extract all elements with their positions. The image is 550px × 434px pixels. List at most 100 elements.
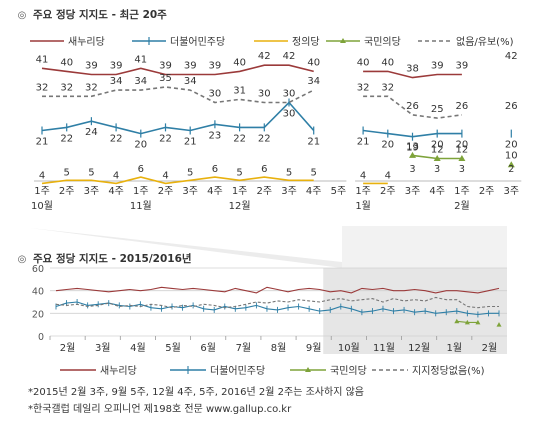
top-chart-title: 주요 정당 지지도 - 최근 20주	[33, 8, 167, 21]
data-label: 32	[36, 82, 49, 93]
x-month-label: 1월	[355, 200, 371, 212]
data-label: 22	[110, 133, 123, 144]
x-tick-label: 1주	[133, 186, 149, 197]
series-line	[363, 95, 463, 119]
legend-label: 국민의당	[364, 36, 401, 48]
x-tick-label: 4주	[429, 186, 445, 197]
series-line	[363, 70, 462, 79]
data-point-triangle	[464, 319, 470, 325]
x-month-label: 12월	[408, 342, 430, 354]
series-line	[41, 64, 314, 76]
data-label: 5	[286, 167, 292, 178]
data-label: 30	[283, 109, 296, 120]
zoom-connector	[30, 228, 342, 268]
x-month-label: 11월	[373, 342, 395, 354]
data-label: 22	[159, 133, 172, 144]
data-point-triangle	[496, 322, 502, 327]
legend-label: 새누리당	[100, 365, 137, 377]
x-tick-label: 3주	[405, 186, 421, 197]
data-point-triangle	[409, 151, 416, 158]
data-label: 34	[134, 76, 147, 87]
data-label: 20	[456, 140, 469, 151]
x-tick-label: 2주	[158, 186, 174, 197]
legend-label: 더불어민주당	[210, 365, 265, 377]
data-point-triangle	[454, 318, 460, 324]
legend-label: 더불어민주당	[170, 36, 225, 48]
extra-data-label: 2	[508, 164, 514, 175]
y-tick-label: 60	[32, 264, 44, 275]
data-label: 39	[431, 61, 444, 72]
data-label: 6	[261, 164, 267, 175]
data-label: 40	[233, 57, 246, 68]
data-label: 32	[60, 82, 73, 93]
x-month-label: 8월	[271, 342, 287, 354]
data-label: 41	[134, 54, 147, 65]
data-label: 32	[381, 82, 394, 93]
footnotes: *2015년 2월 3주, 9월 5주, 12월 4주, 5주, 2016년 2…	[28, 385, 364, 415]
extra-data-label: 3	[409, 164, 415, 175]
x-tick-label: 5주	[331, 186, 347, 197]
data-label: 6	[212, 164, 218, 175]
data-label: 31	[233, 85, 246, 96]
x-month-label: 9월	[306, 342, 322, 354]
x-tick-label: 3주	[281, 186, 297, 197]
x-month-label: 4월	[130, 342, 146, 354]
data-label: 4	[162, 170, 168, 181]
legend-marker-triangle	[305, 367, 311, 372]
data-label: 20	[134, 140, 147, 151]
x-month-label: 3월	[95, 342, 111, 354]
data-label: 32	[357, 82, 370, 93]
x-tick-label: 3주	[504, 186, 520, 197]
data-label: 5	[187, 167, 193, 178]
series-line	[55, 296, 499, 309]
x-tick-label: 1주	[232, 186, 248, 197]
data-label: 30	[209, 89, 222, 100]
data-label: 39	[85, 61, 98, 72]
x-month-label: 11월	[130, 200, 152, 212]
series-line	[55, 286, 500, 294]
y-tick-label: 20	[32, 309, 44, 320]
data-label: 4	[385, 170, 391, 181]
data-point-triangle	[507, 161, 515, 168]
x-month-label: 5월	[165, 342, 181, 354]
data-label: 20	[431, 140, 444, 151]
data-label: 40	[357, 57, 370, 68]
data-label: 39	[110, 61, 123, 72]
data-label: 5	[236, 167, 242, 178]
data-label: 25	[431, 104, 444, 115]
legend-label: 정의당	[292, 36, 320, 48]
data-label: 6	[138, 164, 144, 175]
data-label: 26	[456, 101, 469, 112]
data-label: 22	[233, 133, 246, 144]
legend-label: 없음/유보(%)	[456, 35, 514, 48]
x-month-label: 10월	[31, 200, 53, 212]
data-label: 35	[159, 73, 172, 84]
data-label: 42	[258, 51, 271, 62]
x-tick-label: 4주	[306, 186, 322, 197]
x-tick-label: 2주	[380, 186, 396, 197]
data-label: 39	[456, 61, 469, 72]
y-tick-label: 40	[32, 287, 44, 298]
x-month-label: 10월	[338, 342, 360, 354]
extra-data-label: 3	[434, 164, 440, 175]
data-label: 4	[39, 170, 45, 181]
x-month-label: 7월	[236, 342, 252, 354]
data-label: 26	[406, 101, 419, 112]
data-label: 21	[184, 136, 197, 147]
legend-marker-triangle	[340, 38, 346, 43]
data-point-triangle	[458, 154, 466, 161]
data-label: 22	[258, 133, 271, 144]
data-label: 39	[159, 61, 172, 72]
data-label: 13	[406, 141, 419, 152]
data-label: 34	[110, 76, 123, 87]
data-label: 12	[431, 144, 444, 155]
data-label: 40	[60, 57, 73, 68]
data-label: 40	[307, 57, 320, 68]
data-label: 34	[307, 76, 320, 87]
data-point-triangle	[475, 319, 481, 325]
legend-label: 새누리당	[68, 36, 105, 48]
data-label: 24	[85, 127, 98, 138]
legend-label: 지지정당없음(%)	[412, 364, 485, 377]
